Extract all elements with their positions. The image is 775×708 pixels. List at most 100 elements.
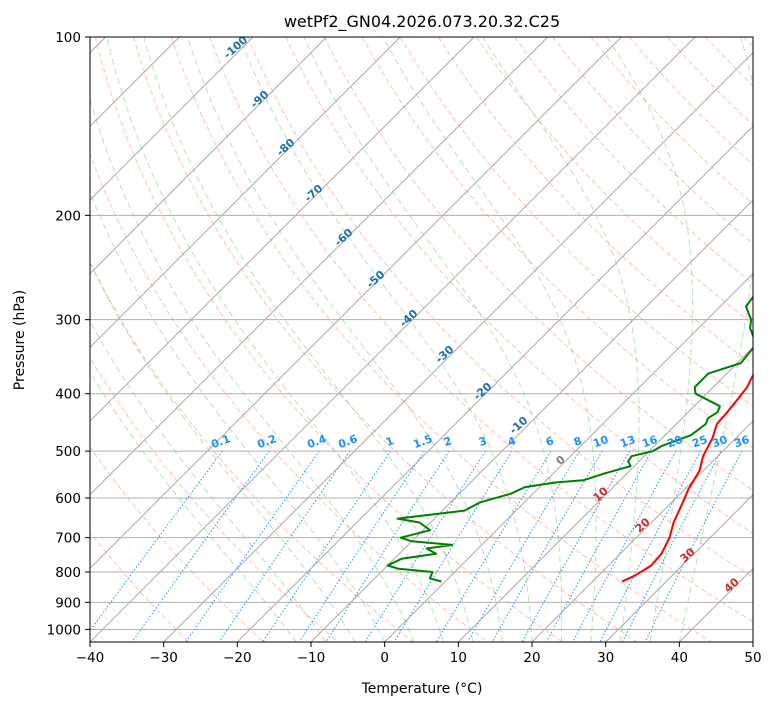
mixing-ratio-label: 13 [618,433,637,450]
y-axis-title: Pressure (hPa) [12,290,28,390]
mixing-ratio-line [545,450,653,642]
grid-layer [90,37,753,630]
dry-adiabat-line [437,37,753,366]
y-tick-label: 600 [55,491,81,507]
mixing-ratio-label: 6 [544,434,556,449]
dry-adiabat-line [285,37,753,535]
mixing-ratio-label: 1 [384,434,396,449]
dry-adiabat-line [90,260,414,642]
moist-adiabat-line [239,37,533,642]
dewpoint-profile [386,295,753,583]
x-tick-label: 40 [671,650,688,666]
dry-adiabat-line [171,37,712,642]
mixing-ratio-line [521,450,630,642]
x-tick-label: 0 [380,650,389,666]
mixing-ratio-label: 2 [442,434,454,449]
mixing-ratio-label: 20 [665,433,684,451]
dry-adiabat-line [399,37,753,407]
mixing-ratio-label: 25 [690,433,709,450]
x-tick-label: 50 [744,650,761,666]
mixing-ratio-line [621,450,722,642]
isotherm-line [458,346,753,642]
dry-adiabat-line [247,37,753,578]
series-layer [386,295,753,583]
isotherm-line [90,37,622,569]
moist-adiabat-line [90,320,327,642]
mixing-ratio-line [218,450,351,642]
x-tick-label: 20 [523,650,540,666]
dry-adiabat-line [476,37,753,325]
mixing-ratio-label: 16 [640,433,659,451]
x-tick-label: −20 [223,650,252,666]
mixing-ratio-label: 4 [506,434,518,449]
isotherm-line [90,37,548,496]
dry-adiabat-line [94,37,563,642]
y-tick-label: 200 [55,208,81,224]
y-tick-label: 100 [55,30,81,46]
plot-frame [89,36,754,643]
mixing-ratio-label: 0.2 [255,432,278,451]
y-tick-label: 1000 [47,622,81,638]
moist-adiabat-line [606,37,694,642]
mixing-ratio-label: 3 [477,434,489,449]
dry-adiabat-line [323,37,753,491]
y-tick-label: 400 [55,387,81,403]
mixing-ratio-label: 8 [572,434,584,449]
dry-adiabat-line [90,531,190,642]
moist-adiabat-line [90,370,297,642]
isotherm-line [531,420,753,642]
x-tick-label: −30 [149,650,178,666]
x-tick-label: 30 [597,650,614,666]
isotherm-line [237,125,753,642]
mixing-ratio-line [185,450,320,642]
mixing-ratio-line [599,450,701,642]
moist-adiabat-line [303,37,563,642]
moist-adiabat-line [678,37,753,642]
temperature-profile [621,372,753,583]
chart-title: wetPf2_GN04.2026.073.20.32.C25 [284,12,560,32]
mixing-ratio-label: 30 [710,433,729,451]
mixing-ratio-line [90,450,223,632]
y-tick-label: 300 [55,313,81,329]
dry-adiabat-line [90,446,264,642]
x-tick-label: −10 [297,650,326,666]
moist-adiabat-line [482,37,640,642]
isotherm-line [384,273,753,642]
isotherm-line [90,37,254,201]
mixing-ratio-label: 0.6 [336,432,359,451]
dry-adiabat-line [209,37,753,623]
mixing-ratio-label: 36 [732,433,751,451]
mixing-ratio-label: 0.1 [209,432,232,451]
moist-adiabat-line [90,261,356,642]
isotherm-line [90,37,401,348]
mixing-ratio-line [572,450,677,642]
isotherm-line [90,37,696,642]
moist-adiabat-line [382,37,597,642]
y-tick-label: 700 [55,531,81,547]
dry-adiabat-line [132,37,638,642]
moist-adiabat-line [106,37,445,642]
moist-adiabat-line [187,37,503,642]
mixing-ratio-label: 1.5 [411,432,434,451]
mixing-ratio-label: 10 [591,433,610,451]
mixing-ratio-label: 0.4 [305,432,328,451]
moist-adiabat-line [90,190,386,642]
moist-adiabat-line [143,37,474,642]
dry-adiabat-line [514,37,753,285]
dry-adiabat-line [90,152,488,642]
y-tick-label: 500 [55,444,81,460]
mixing-ratio-line [364,450,486,642]
isotherm-line [163,52,753,642]
mixing-ratio-line [298,450,425,642]
x-tick-label: 10 [450,650,467,666]
x-axis-title: Temperature (°C) [361,681,483,697]
isotherm-line [90,37,327,275]
isopleth-layer [90,37,753,642]
y-tick-label: 800 [55,565,81,581]
isotherm-line [90,37,475,422]
axis-layer: −40 −30 −20 −10 0 10 20 30 40 5010020030040050060… [47,30,762,666]
isotherm-line [605,494,753,642]
x-tick-label: −40 [76,650,105,666]
